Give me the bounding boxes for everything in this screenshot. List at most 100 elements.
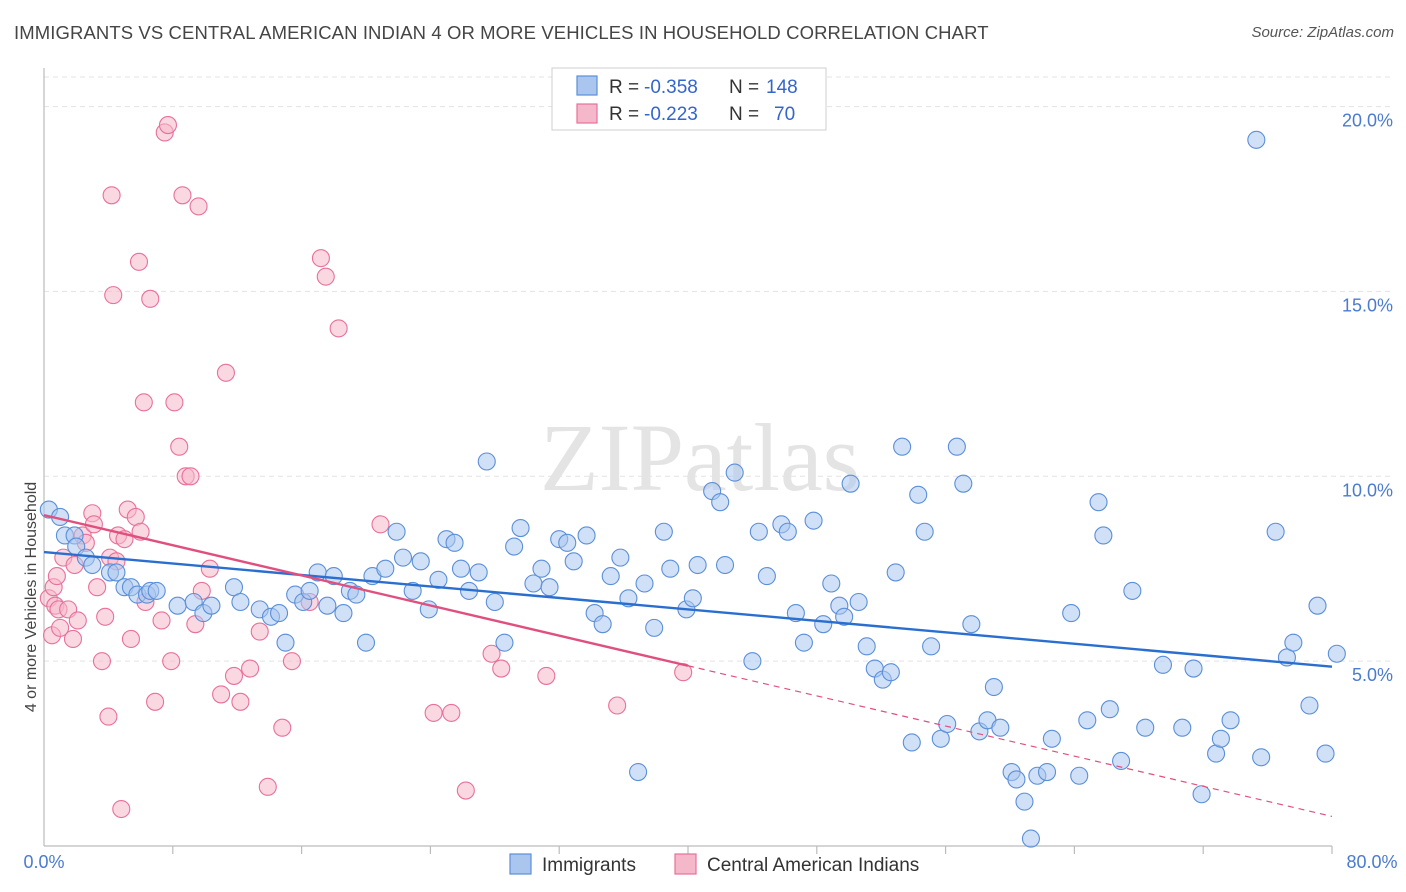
data-point (112, 799, 131, 819)
stats-r-label-pink: R = (609, 104, 639, 125)
series-immigrants (39, 130, 1346, 848)
trendline-central-american-indians (43, 513, 689, 667)
data-point (92, 652, 112, 671)
x-tick-label-max: 80.0% (1346, 852, 1397, 872)
data-point (715, 555, 735, 575)
data-point (1062, 604, 1081, 623)
data-point (1070, 766, 1089, 785)
chart-source: Source: ZipAtlas.com (1251, 24, 1394, 41)
y-axis-label: 4 or more Vehicles in Household (23, 482, 40, 712)
data-point (99, 707, 118, 726)
series-central-american-indians (39, 116, 693, 819)
data-point (1308, 596, 1327, 615)
data-point (1078, 711, 1097, 730)
trendline-central-american-indians-extension (687, 665, 1333, 818)
data-point (387, 522, 406, 541)
data-point (1112, 751, 1131, 771)
data-point (564, 552, 583, 571)
data-point (47, 567, 66, 586)
data-point (356, 633, 376, 652)
data-point (393, 548, 413, 567)
data-point (1015, 792, 1034, 811)
data-point (893, 437, 912, 456)
data-point (224, 666, 244, 685)
data-point (451, 559, 471, 578)
data-point (524, 574, 543, 593)
data-point (505, 537, 524, 556)
stats-legend: R = -0.358 N = 148 R = -0.223 N = 70 (551, 67, 827, 131)
data-point (231, 692, 250, 711)
data-point (881, 663, 900, 682)
data-point (170, 437, 189, 456)
stats-legend-frame (551, 67, 827, 131)
x-tick-label-min: 0.0% (23, 852, 64, 872)
data-point (216, 363, 235, 382)
data-point (1266, 522, 1285, 541)
data-point (411, 552, 430, 571)
data-point (635, 574, 654, 593)
data-point (88, 578, 107, 597)
data-point (743, 652, 762, 671)
data-point (104, 286, 123, 305)
data-point (814, 615, 833, 634)
data-point (902, 733, 921, 752)
data-point (1316, 744, 1335, 763)
data-point (129, 252, 149, 271)
data-point (1153, 655, 1172, 674)
data-point (300, 581, 319, 600)
data-point (688, 555, 707, 575)
data-point (725, 463, 744, 482)
data-point (786, 604, 805, 623)
data-point (200, 559, 219, 578)
stats-n-value-blue: 148 (766, 77, 798, 98)
data-point (107, 563, 126, 582)
data-point (442, 703, 461, 722)
data-point (558, 533, 577, 552)
data-point (778, 522, 797, 541)
stats-n-label-blue: N = (729, 77, 759, 98)
legend-label-immigrants: Immigrants (542, 855, 636, 876)
data-point (1252, 748, 1271, 767)
data-point (173, 186, 192, 205)
data-point (749, 522, 768, 541)
data-point (212, 685, 231, 704)
data-point (857, 637, 876, 656)
data-point (51, 618, 70, 637)
data-point (984, 677, 1003, 697)
stats-r-value-blue: -0.358 (644, 77, 698, 98)
legend-swatch-immigrants (509, 853, 532, 875)
data-point (231, 592, 250, 612)
data-point (181, 467, 200, 486)
data-point (962, 615, 981, 634)
data-point (794, 633, 813, 652)
data-point (495, 633, 514, 652)
data-point (376, 559, 395, 578)
data-point (158, 116, 178, 135)
data-point (835, 607, 854, 626)
trendline-immigrants (43, 550, 1333, 668)
data-point (645, 618, 664, 637)
data-point (1021, 829, 1040, 848)
data-point (909, 485, 928, 504)
data-point (711, 493, 730, 512)
data-point (608, 696, 627, 715)
data-point (334, 604, 353, 623)
data-point (947, 437, 966, 456)
data-point (147, 581, 166, 600)
data-point (162, 652, 181, 671)
data-point (991, 718, 1010, 737)
data-point (1192, 785, 1211, 804)
data-point (683, 589, 702, 608)
data-point (316, 267, 335, 286)
data-point (1284, 633, 1303, 652)
chart-title: IMMIGRANTS VS CENTRAL AMERICAN INDIAN 4 … (14, 22, 989, 43)
stats-r-value-pink: -0.223 (644, 104, 698, 125)
grid-layer (44, 76, 1392, 662)
trendlines (43, 513, 1333, 818)
data-point (938, 714, 957, 734)
data-point (1300, 696, 1319, 715)
data-point (757, 567, 776, 586)
stats-n-value-pink: 70 (774, 104, 795, 125)
data-point (482, 644, 501, 663)
